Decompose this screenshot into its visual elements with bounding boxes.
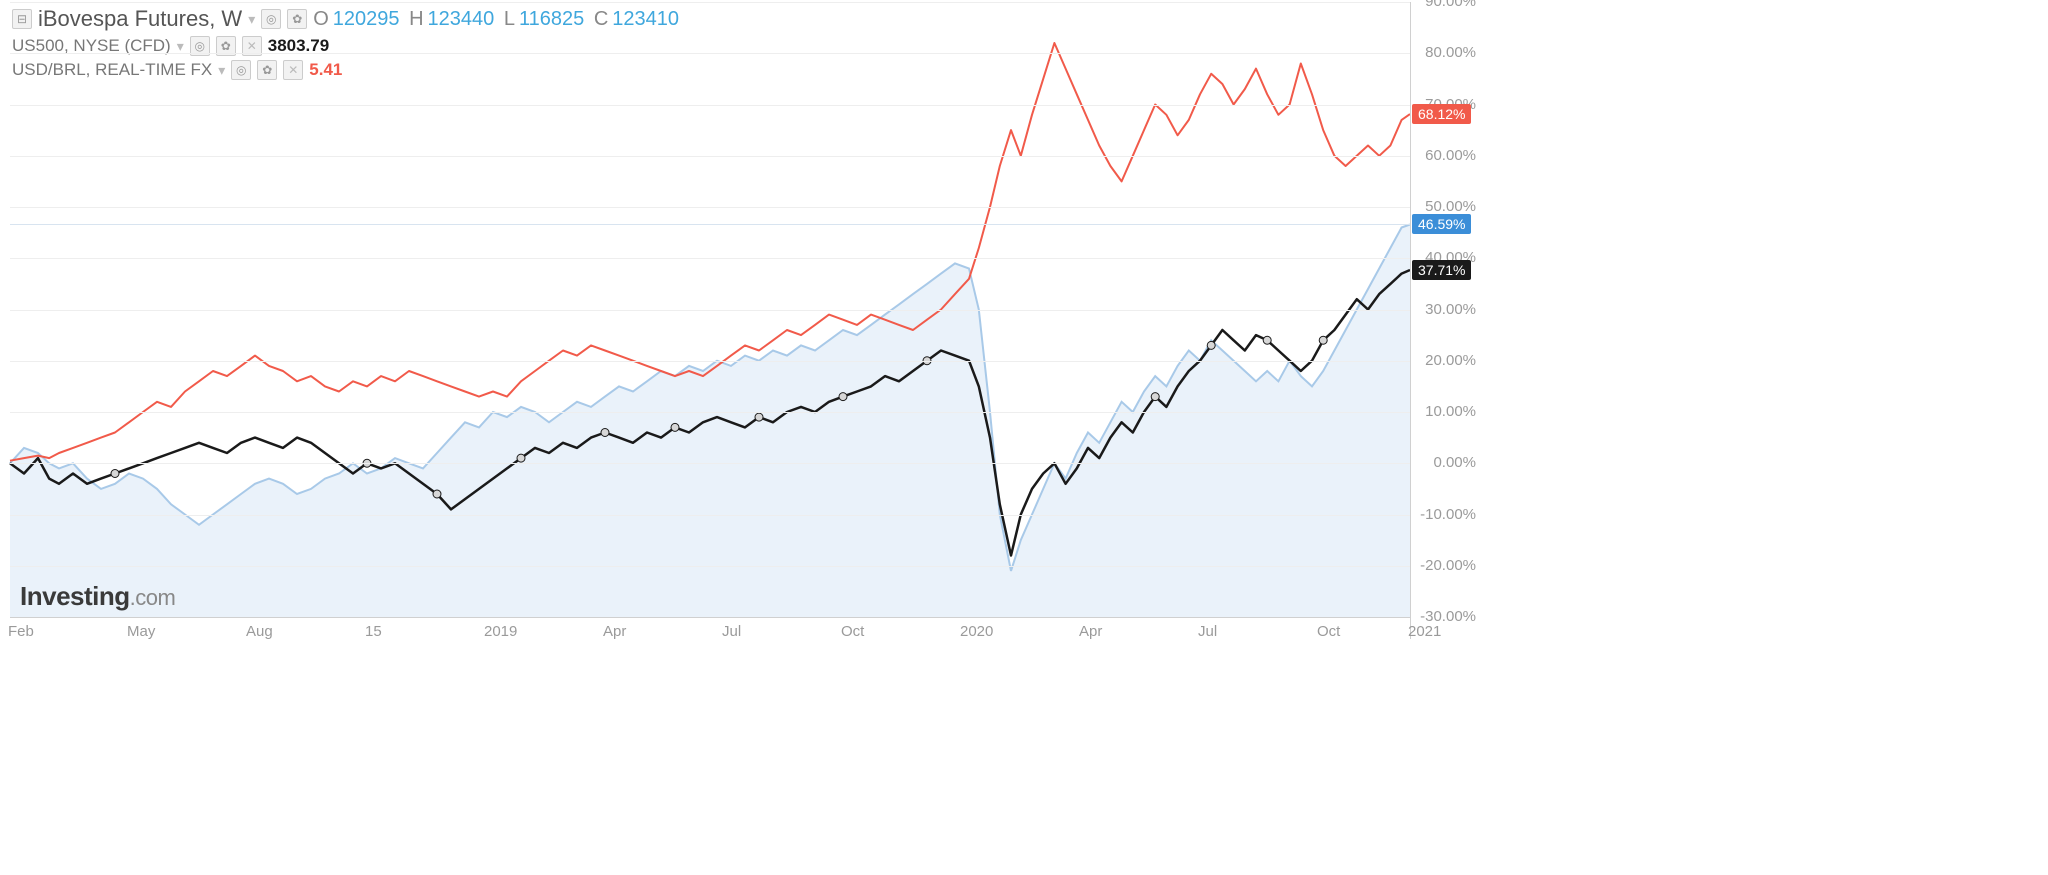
x-tick-label: Jul <box>722 623 741 640</box>
gridline <box>10 463 1410 464</box>
y-tick-label: 60.00% <box>1416 147 1476 164</box>
series-us500-marker <box>517 454 525 462</box>
y-tick-label: 0.00% <box>1416 454 1476 471</box>
price-tag-ibov: 46.59% <box>1412 214 1471 234</box>
chart-root: { "layout":{ "width":2048,"height":875, … <box>0 0 2048 875</box>
gridline <box>10 207 1410 208</box>
x-tick-label: 2020 <box>960 623 993 640</box>
gridline <box>10 310 1410 311</box>
y-tick-label: -20.00% <box>1416 557 1476 574</box>
reference-line <box>10 224 1410 225</box>
x-tick-label: Feb <box>8 623 34 640</box>
watermark: Investing.com <box>20 581 175 612</box>
watermark-brand: Investing <box>20 581 130 611</box>
series-us500-marker <box>433 490 441 498</box>
series-us500-marker <box>1151 393 1159 401</box>
gridline <box>10 361 1410 362</box>
x-tick-label: Jul <box>1198 623 1217 640</box>
gridline <box>10 105 1410 106</box>
series-us500-marker <box>111 470 119 478</box>
x-tick-label: Apr <box>603 623 626 640</box>
series-us500-marker <box>839 393 847 401</box>
series-us500-marker <box>1207 341 1215 349</box>
gridline <box>10 53 1410 54</box>
y-tick-label: 90.00% <box>1416 0 1476 10</box>
x-tick-label: Oct <box>1317 623 1340 640</box>
gridline <box>10 258 1410 259</box>
x-tick-label: 15 <box>365 623 382 640</box>
series-us500-marker <box>1319 336 1327 344</box>
gridline <box>10 412 1410 413</box>
x-tick-label: 2019 <box>484 623 517 640</box>
x-tick-label: 2021 <box>1408 623 1441 640</box>
x-axis-line <box>10 617 1410 618</box>
series-us500-marker <box>601 429 609 437</box>
gridline <box>10 515 1410 516</box>
gridline <box>10 566 1410 567</box>
x-tick-label: Oct <box>841 623 864 640</box>
y-tick-label: 50.00% <box>1416 198 1476 215</box>
y-tick-label: 20.00% <box>1416 352 1476 369</box>
chart-plot[interactable] <box>0 0 2048 875</box>
y-tick-label: 10.00% <box>1416 403 1476 420</box>
series-us500-marker <box>755 413 763 421</box>
price-tag-usdbrl: 68.12% <box>1412 104 1471 124</box>
series-us500-marker <box>671 423 679 431</box>
y-tick-label: 80.00% <box>1416 44 1476 61</box>
price-tag-us500: 37.71% <box>1412 260 1471 280</box>
series-us500-marker <box>1263 336 1271 344</box>
gridline <box>10 2 1410 3</box>
y-tick-label: 30.00% <box>1416 301 1476 318</box>
gridline <box>10 156 1410 157</box>
x-tick-label: May <box>127 623 155 640</box>
x-tick-label: Aug <box>246 623 273 640</box>
watermark-suffix: .com <box>130 585 176 610</box>
x-tick-label: Apr <box>1079 623 1102 640</box>
y-tick-label: -10.00% <box>1416 506 1476 523</box>
y-axis-line <box>1410 2 1411 639</box>
